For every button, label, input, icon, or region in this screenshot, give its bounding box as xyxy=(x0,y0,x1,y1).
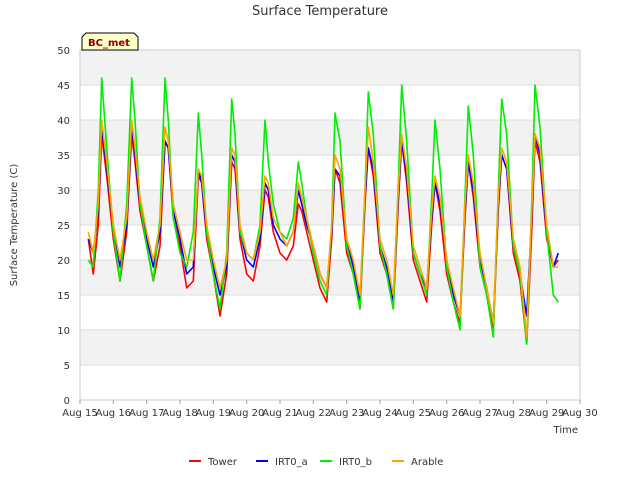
series-lines xyxy=(87,77,560,345)
x-tick-label: Aug 23 xyxy=(329,408,364,419)
x-tick-label: Aug 21 xyxy=(262,408,297,419)
y-tick-label: 20 xyxy=(57,256,70,267)
legend-label: IRT0_b xyxy=(339,457,372,468)
legend-item: IRT0_b xyxy=(320,457,372,468)
x-tick-label: Aug 27 xyxy=(462,408,497,419)
chart-title: Surface Temperature xyxy=(252,4,388,19)
plot-band xyxy=(80,295,580,330)
x-axis-label: Time xyxy=(553,425,578,436)
x-tick-label: Aug 19 xyxy=(196,408,231,419)
plot-band xyxy=(80,155,580,190)
plot-band xyxy=(80,85,580,120)
x-tick-label: Aug 16 xyxy=(96,408,131,419)
y-tick-label: 25 xyxy=(57,221,70,232)
legend-item: IRT0_a xyxy=(256,457,308,468)
station-badge: BC_met xyxy=(81,32,139,51)
x-tick-label: Aug 15 xyxy=(62,408,97,419)
x-tick-label: Aug 25 xyxy=(396,408,431,419)
y-tick-label: 45 xyxy=(57,81,70,92)
plot-frame xyxy=(79,49,581,401)
y-tick-label: 10 xyxy=(57,326,70,337)
x-tick-label: Aug 22 xyxy=(296,408,331,419)
x-tick-label: Aug 17 xyxy=(129,408,164,419)
plot-band xyxy=(80,365,580,400)
x-tick-label: Aug 30 xyxy=(562,408,597,419)
y-tick-label: 15 xyxy=(57,291,70,302)
legend-label: IRT0_a xyxy=(275,457,308,468)
series-line-arable xyxy=(87,119,559,338)
legend-label: Arable xyxy=(411,457,443,468)
x-tick-label: Aug 29 xyxy=(529,408,564,419)
plot-band xyxy=(80,50,580,85)
x-tick-label: Aug 20 xyxy=(229,408,264,419)
legend-item: Tower xyxy=(189,457,238,468)
y-tick-label: 35 xyxy=(57,151,70,162)
x-tick-label: Aug 18 xyxy=(162,408,197,419)
plot-band xyxy=(80,330,580,365)
legend: Tower IRT0_a IRT0_b Arable xyxy=(189,457,443,468)
y-axis-ticks: 0 5 10 15 20 25 30 35 40 45 50 xyxy=(57,46,70,407)
station-badge-label: BC_met xyxy=(88,38,130,49)
y-axis-label: Surface Temperature (C) xyxy=(9,164,20,287)
y-tick-label: 30 xyxy=(57,186,70,197)
x-tick-label: Aug 26 xyxy=(429,408,464,419)
y-tick-label: 0 xyxy=(64,396,70,407)
legend-item: Arable xyxy=(392,457,443,468)
y-tick-label: 5 xyxy=(64,361,70,372)
plot-band xyxy=(80,190,580,225)
legend-label: Tower xyxy=(207,457,238,468)
x-tick-label: Aug 24 xyxy=(362,408,397,419)
y-tick-label: 50 xyxy=(57,46,70,57)
x-tick-label: Aug 28 xyxy=(496,408,531,419)
y-tick-label: 40 xyxy=(57,116,70,127)
